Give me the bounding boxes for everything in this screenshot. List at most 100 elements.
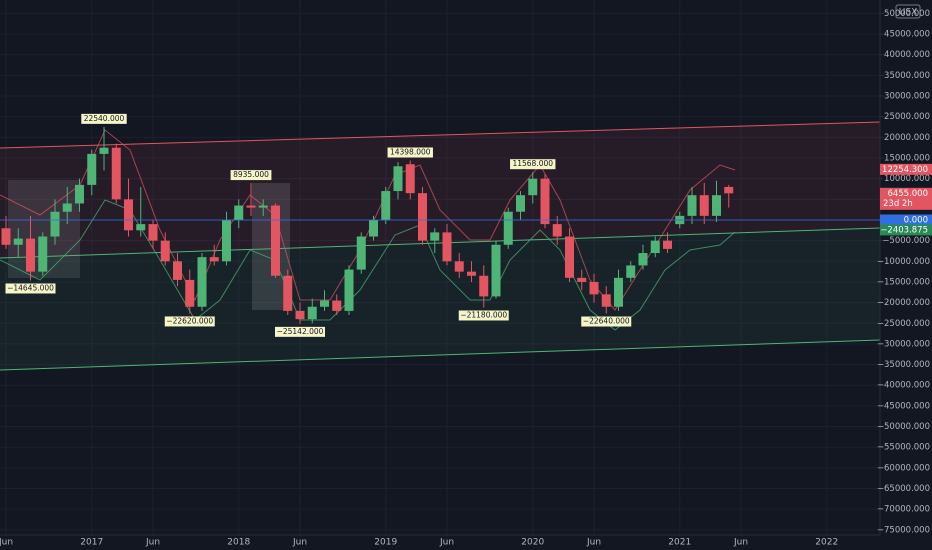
price-label: 6455.000: [887, 189, 928, 199]
candle-body: [381, 191, 391, 220]
y-tick-label: −10000.000: [877, 257, 930, 267]
price-label-box: [880, 187, 932, 210]
x-tick-label: Jun: [292, 538, 307, 548]
x-tick-label: 2019: [374, 538, 397, 548]
candle-body: [295, 310, 305, 320]
candle-body: [209, 257, 219, 262]
y-tick-label: −75000.000: [877, 525, 930, 535]
candle-body: [479, 275, 489, 297]
candle-body: [724, 186, 734, 194]
y-tick-label: −50000.000: [877, 422, 930, 432]
x-tick-label: Jun: [586, 538, 601, 548]
y-tick-label: −55000.000: [877, 443, 930, 453]
price-label-box: [880, 163, 932, 175]
candle-body: [62, 203, 72, 212]
candle-body: [503, 211, 513, 245]
price-label: −2403.875: [880, 225, 928, 235]
y-tick-label: −70000.000: [877, 505, 930, 515]
candle-body: [246, 205, 256, 208]
annotation-box: [581, 316, 632, 327]
candle-body: [393, 166, 403, 192]
candle-body: [136, 224, 146, 231]
x-tick-label: Jun: [0, 538, 13, 548]
candle-body: [626, 265, 636, 278]
candle-body: [528, 178, 538, 196]
candle-body: [283, 275, 293, 311]
y-tick-label: −40000.000: [877, 381, 930, 391]
y-tick-label: 35000.000: [884, 71, 930, 81]
candle-body: [663, 240, 672, 249]
candle-body: [271, 205, 280, 276]
annotation-box: [164, 316, 215, 327]
annotation-label: 14398.000: [390, 148, 431, 157]
y-tick-label: 20000.000: [884, 133, 930, 143]
price-label-box: [880, 224, 932, 236]
annotation-box: [387, 147, 433, 158]
y-tick-label: −20000.000: [877, 298, 930, 308]
candle-body: [173, 261, 182, 280]
x-tick-label: Jun: [145, 538, 160, 548]
candle-body: [1, 228, 11, 245]
annotation-box: [5, 283, 56, 294]
candle-body: [699, 195, 709, 216]
x-tick-label: Jun: [439, 538, 454, 548]
candle-body: [258, 205, 268, 208]
candle-body: [589, 281, 599, 295]
y-tick-label: −30000.000: [877, 339, 930, 349]
candle-body: [638, 253, 648, 266]
candle-body: [405, 164, 415, 194]
candle-body: [197, 257, 207, 307]
candle-body: [38, 236, 48, 272]
candle-body: [577, 277, 587, 282]
candle-body: [552, 224, 562, 237]
candle-body: [222, 219, 231, 262]
channel-top: [0, 121, 881, 149]
annotation-label: −25142.000: [277, 327, 324, 336]
candle-body: [467, 271, 476, 276]
x-tick-label: 2020: [521, 538, 544, 548]
annotation-label: −22640.000: [583, 317, 630, 326]
price-label: 0.000: [904, 215, 928, 225]
annotation-label: −22620.000: [166, 316, 213, 325]
candle-body: [75, 184, 84, 204]
candle-body: [712, 195, 721, 216]
candle-body: [601, 294, 611, 307]
candle-body: [26, 238, 35, 272]
candle-body: [332, 300, 342, 311]
resistance-zone: [0, 122, 880, 258]
annotation-box: [230, 170, 272, 181]
candle-body: [516, 195, 525, 212]
candle-body: [356, 236, 366, 270]
y-tick-label: −15000.000: [877, 277, 930, 287]
annotation-box: [81, 113, 127, 124]
y-tick-label: −45000.000: [877, 401, 930, 411]
candle-body: [185, 279, 195, 307]
candle-body: [614, 277, 623, 307]
candle-body: [344, 269, 354, 311]
candle-body: [650, 240, 660, 254]
annotation-label: 22540.000: [84, 114, 125, 123]
y-tick-label: −35000.000: [877, 360, 930, 370]
candle-body: [540, 178, 550, 225]
currency-label: USX: [899, 8, 917, 18]
y-tick-label: −60000.000: [877, 463, 930, 473]
candle-body: [418, 193, 427, 241]
y-tick-label: 50000.000: [884, 9, 930, 19]
support-zone: [0, 228, 880, 370]
y-tick-label: 10000.000: [884, 174, 930, 184]
candle-body: [442, 232, 452, 262]
annotation-label: −21180.000: [460, 310, 507, 319]
candle-body: [454, 261, 464, 272]
candle-body: [50, 211, 60, 237]
price-label: 12254.300: [882, 165, 928, 175]
candle-body: [148, 224, 158, 241]
candle-body: [320, 300, 329, 307]
y-tick-label: 45000.000: [884, 30, 930, 40]
y-tick-label: −65000.000: [877, 484, 930, 494]
x-tick-label: 2018: [227, 538, 250, 548]
x-tick-label: Jun: [733, 538, 748, 548]
y-tick-label: 40000.000: [884, 50, 930, 60]
annotation-label: 8935.000: [233, 170, 269, 179]
annotation-box: [458, 310, 509, 321]
